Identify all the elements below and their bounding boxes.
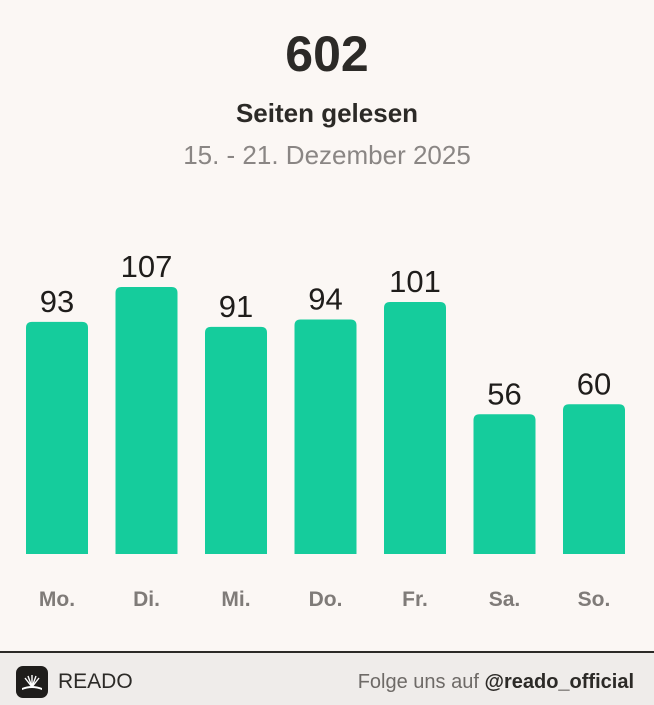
- date-range: 15. - 21. Dezember 2025: [183, 140, 471, 170]
- x-tick-label: Do.: [309, 588, 343, 611]
- data-label: 101: [389, 264, 441, 299]
- total-pages-value: 602: [285, 26, 369, 82]
- x-tick-label: Di.: [133, 588, 160, 611]
- data-label: 107: [121, 249, 173, 284]
- brand-name: READO: [58, 670, 133, 693]
- data-label: 60: [577, 366, 611, 401]
- bar-mo: [26, 321, 88, 554]
- data-label: 91: [219, 289, 253, 324]
- chart-subtitle: Seiten gelesen: [235, 98, 419, 128]
- footer-bar: READO Folge uns auf @reado_official: [0, 651, 654, 705]
- bar-do: [294, 319, 357, 554]
- bar-chart: 93 Mo. 107 Di. 91 Mi. 94 Do. 101 Fr. 56 Sa. 60 So.: [26, 249, 625, 611]
- follow-label: Folge uns auf: [357, 671, 485, 693]
- data-label: 93: [40, 284, 74, 319]
- bar-so: [563, 404, 625, 554]
- x-tick-label: Sa.: [489, 588, 521, 611]
- data-label: 56: [487, 376, 521, 411]
- x-tick-label: So.: [578, 588, 611, 611]
- bar-fr: [384, 301, 446, 554]
- follow-text: Folge uns auf @reado_official: [358, 667, 634, 697]
- book-pages-icon: [16, 666, 48, 698]
- data-label: 94: [308, 281, 342, 316]
- bar-mi: [205, 326, 267, 554]
- social-handle-link[interactable]: @reado_official: [484, 671, 634, 693]
- bar-sa: [473, 414, 536, 554]
- bar-di: [115, 287, 178, 554]
- x-tick-label: Mi.: [221, 588, 250, 611]
- x-tick-label: Mo.: [39, 588, 75, 611]
- x-tick-label: Fr.: [402, 588, 428, 611]
